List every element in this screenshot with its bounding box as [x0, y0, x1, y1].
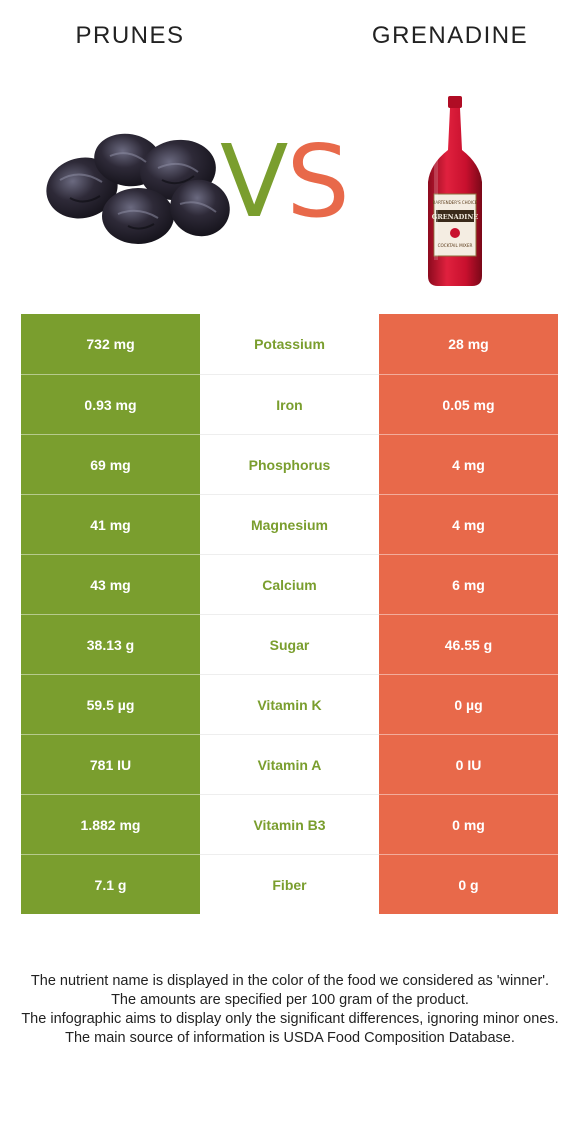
bottle-label-sub: COCKTAIL MIXER: [438, 243, 473, 248]
grenadine-value: 0.05 mg: [379, 374, 558, 434]
nutrient-row: 38.13 g Sugar 46.55 g: [21, 614, 558, 674]
grenadine-value: 46.55 g: [379, 614, 558, 674]
grenadine-value: 28 mg: [379, 314, 558, 374]
bottle-icon: BARTENDER'S CHOICE GRENADINE COCKTAIL MI…: [428, 96, 482, 286]
grenadine-value: 0 µg: [379, 674, 558, 734]
nutrient-name: Potassium: [200, 314, 379, 374]
footnote: The nutrient name is displayed in the co…: [20, 972, 560, 1048]
nutrient-name: Fiber: [200, 854, 379, 914]
grenadine-value: 0 IU: [379, 734, 558, 794]
nutrient-row: 0.93 mg Iron 0.05 mg: [21, 374, 558, 434]
nutrient-name: Vitamin A: [200, 734, 379, 794]
nutrient-name: Iron: [200, 374, 379, 434]
nutrient-name: Phosphorus: [200, 434, 379, 494]
nutrient-row: 41 mg Magnesium 4 mg: [21, 494, 558, 554]
prunes-value: 38.13 g: [21, 614, 200, 674]
prunes-value: 69 mg: [21, 434, 200, 494]
nutrient-name: Magnesium: [200, 494, 379, 554]
nutrient-row: 732 mg Potassium 28 mg: [21, 314, 558, 374]
nutrient-name: Sugar: [200, 614, 379, 674]
nutrient-row: 1.882 mg Vitamin B3 0 mg: [21, 794, 558, 854]
grenadine-value: 4 mg: [379, 494, 558, 554]
grenadine-value: 4 mg: [379, 434, 558, 494]
prunes-value: 1.882 mg: [21, 794, 200, 854]
footnote-line: The infographic aims to display only the…: [21, 1011, 559, 1027]
prunes-value: 0.93 mg: [21, 374, 200, 434]
vs-mark: VS: [220, 132, 350, 232]
bottle-label-main: GRENADINE: [432, 213, 479, 221]
grenadine-value: 0 mg: [379, 794, 558, 854]
bottle-label-top: BARTENDER'S CHOICE: [433, 200, 478, 205]
prunes-value: 59.5 µg: [21, 674, 200, 734]
nutrient-row: 7.1 g Fiber 0 g: [21, 854, 558, 914]
nutrient-row: 43 mg Calcium 6 mg: [21, 554, 558, 614]
vs-letter-v: V: [220, 123, 288, 240]
prunes-value: 43 mg: [21, 554, 200, 614]
prunes-title: PRUNES: [75, 22, 185, 49]
vs-letter-s: S: [286, 123, 350, 240]
footnote-line: The main source of information is USDA F…: [65, 1030, 515, 1046]
prunes-icon: [46, 133, 230, 244]
grenadine-title: GRENADINE: [371, 22, 529, 49]
grenadine-value: 6 mg: [379, 554, 558, 614]
grenadine-value: 0 g: [379, 854, 558, 914]
nutrient-name: Calcium: [200, 554, 379, 614]
footnote-line: The amounts are specified per 100 gram o…: [111, 992, 469, 1008]
nutrient-comparison-table: 732 mg Potassium 28 mg 0.93 mg Iron 0.05 mg 69…: [21, 314, 558, 914]
prunes-value: 781 IU: [21, 734, 200, 794]
footnote-line: The nutrient name is displayed in the co…: [30, 973, 550, 989]
nutrient-row: 69 mg Phosphorus 4 mg: [21, 434, 558, 494]
prunes-illustration: [40, 80, 240, 300]
prunes-value: 41 mg: [21, 494, 200, 554]
prunes-value: 7.1 g: [21, 854, 200, 914]
nutrient-name: Vitamin K: [200, 674, 379, 734]
nutrient-name: Vitamin B3: [200, 794, 379, 854]
grenadine-bottle-illustration: BARTENDER'S CHOICE GRENADINE COCKTAIL MI…: [410, 80, 500, 300]
prunes-value: 732 mg: [21, 314, 200, 374]
